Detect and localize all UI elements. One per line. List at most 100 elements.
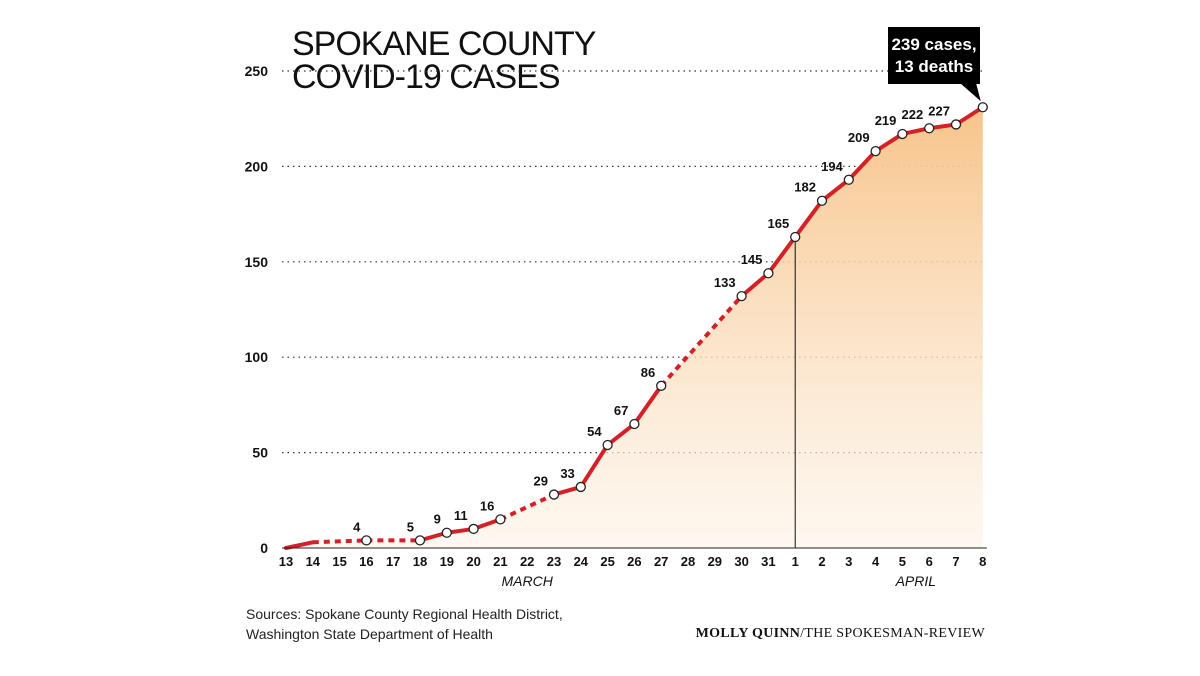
data-point-20 [468,523,479,535]
data-label-6: 222 [901,107,923,122]
x-tick-label-6: 19 [440,554,454,569]
data-point-5 [897,128,908,140]
byline: MOLLY QUINN/THE SPOKESMAN-REVIEW [696,626,985,642]
data-point-19 [441,527,452,538]
chart-title-line-2: COVID-19 CASES [292,58,560,96]
data-label-25: 54 [587,424,602,439]
data-point-31 [763,268,774,279]
x-tick-label-5: 18 [413,554,427,569]
data-label-21: 16 [480,498,494,513]
data-point-25 [602,439,613,451]
line-segment-20 [954,105,985,127]
x-tick-label-23: 5 [899,554,906,569]
x-tick-label-17: 30 [734,554,748,569]
x-tick-label-0: 13 [279,554,293,569]
y-tick-label-50: 50 [252,445,268,461]
x-tick-label-1: 14 [306,554,321,569]
x-tick-label-22: 4 [872,554,880,569]
data-label-2: 182 [794,180,816,195]
x-tick-label-21: 3 [845,554,852,569]
data-point-24 [575,481,586,493]
data-point-6 [924,123,935,134]
sources-line-1: Sources: Spokane County Regional Health … [246,606,563,622]
sources-note: Sources: Spokane County Regional Health … [246,604,563,644]
callout-line-1: 239 cases, [891,35,976,54]
month-label-march: MARCH [502,573,554,589]
sources-line-2: Washington State Department of Health [246,626,493,642]
x-tick-label-11: 24 [574,554,589,569]
x-tick-label-12: 25 [600,554,614,569]
y-tick-label-250: 250 [245,63,269,79]
x-tick-label-15: 28 [681,554,695,569]
x-tick-label-8: 21 [493,554,507,569]
x-tick-label-20: 2 [818,554,825,569]
x-tick-label-25: 7 [952,554,959,569]
month-label-april: APRIL [895,573,936,589]
data-label-5: 219 [875,113,897,128]
line-segment-15 [820,177,851,203]
x-tick-label-19: 1 [792,554,799,569]
y-tick-label-150: 150 [245,254,269,270]
x-tick-label-2: 15 [332,554,346,569]
line-segment-14 [793,198,824,239]
data-label-4: 209 [848,130,870,145]
x-tick-label-7: 20 [466,554,480,569]
x-tick-label-4: 17 [386,554,400,569]
callout-box [888,27,980,84]
data-label-30: 133 [714,275,736,290]
x-tick-label-18: 31 [761,554,775,569]
x-tick-label-9: 22 [520,554,534,569]
line-segment-9 [605,421,637,447]
data-label-19: 9 [434,512,441,527]
callout-line-2: 13 deaths [895,57,973,76]
data-label-24: 33 [560,466,574,481]
x-tick-label-3: 16 [359,554,373,569]
x-tick-label-26: 8 [979,554,986,569]
data-point-2 [816,195,828,206]
y-tick-label-200: 200 [245,158,269,174]
data-point-3 [843,174,854,185]
line-segment-8 [578,442,610,489]
month-labels: MARCH APRIL [502,573,937,589]
chart-title-line-1: SPOKANE COUNTY [292,25,596,63]
data-point-4 [870,145,881,157]
data-label-23: 29 [534,474,548,489]
byline-author: MOLLY QUINN [695,626,801,641]
callout-pointer [960,83,981,102]
area-fill [286,107,983,548]
line-segment-10 [632,383,664,426]
data-point-30 [736,290,747,302]
x-tick-label-14: 27 [654,554,668,569]
data-labels: 4 5 9 11 16 29 33 54 67 86 133 145 165 182 194 209 219 22… [353,103,950,534]
line-segment-1 [312,538,367,545]
line-segment-6 [499,492,555,522]
x-axis-tick-labels: 13 14 15 16 17 18 19 20 21 22 23 24 25 26 27 28 29 30 31 1 2… [279,554,987,569]
x-tick-label-13: 26 [627,554,641,569]
line-segment-0 [284,540,315,550]
data-label-18: 5 [407,519,414,534]
line-segment-17 [873,131,905,154]
line-segment-13 [766,234,798,276]
data-label-31: 145 [741,252,763,267]
data-point-21 [495,514,506,525]
data-point-1 [790,231,801,243]
data-point-16 [361,535,372,546]
data-label-20: 11 [454,508,468,523]
data-label-1: 165 [767,216,789,231]
data-point-26 [629,418,640,430]
y-axis-tick-labels: 0 50 100 150 200 250 [245,63,269,556]
data-label-7: 227 [928,103,950,118]
y-tick-label-0: 0 [260,540,268,556]
area-path [286,107,983,548]
data-label-3: 194 [821,159,843,174]
data-point-27 [656,380,667,391]
x-tick-label-10: 23 [547,554,561,569]
line-segment-12 [739,271,771,299]
y-tick-label-100: 100 [245,349,269,365]
data-point-23 [548,489,560,500]
case-line [284,105,985,550]
total-callout: 239 cases, 13 deaths [888,27,981,102]
data-point-8 [977,102,988,113]
byline-outlet: /THE SPOKESMAN-REVIEW [800,626,985,641]
